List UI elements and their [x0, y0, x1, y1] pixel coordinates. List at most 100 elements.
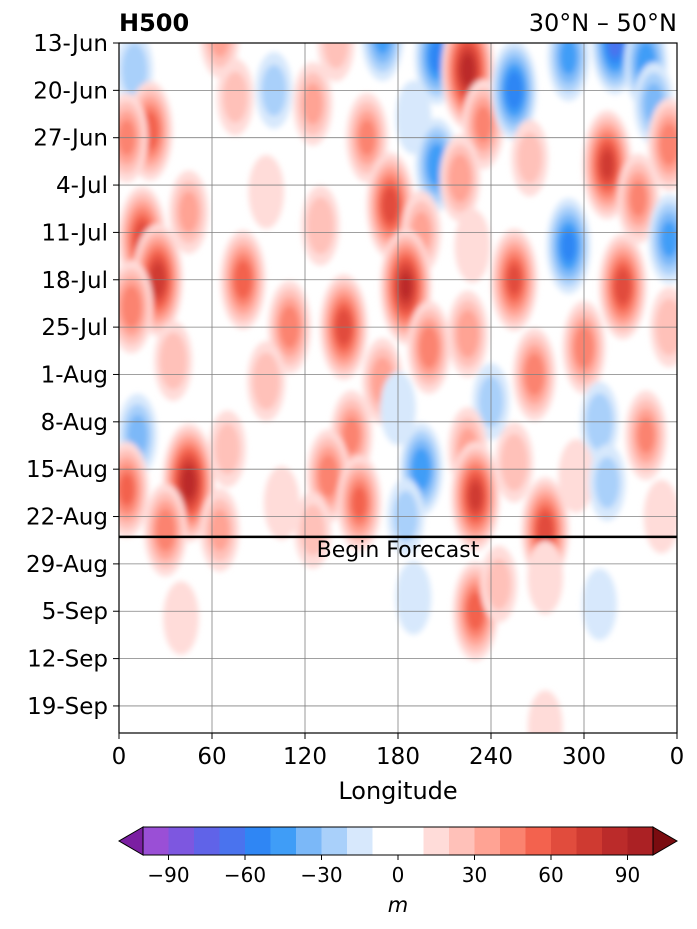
colorbar-extend-high: [652, 826, 678, 856]
anomaly-blob: [439, 135, 481, 222]
anomaly-blob: [169, 170, 209, 254]
anomaly-blob: [268, 280, 311, 374]
colorbar-segment: [602, 827, 629, 855]
anomaly-contour: [537, 512, 554, 548]
anomaly-contour: [395, 560, 432, 635]
x-tick-label: 60: [197, 744, 226, 770]
colorbar-segment: [627, 827, 654, 855]
colorbar-segment: [321, 827, 348, 855]
anomaly-contour: [560, 43, 577, 75]
colorbar-segment: [525, 827, 552, 855]
y-tick-label: 11-Jul: [41, 220, 108, 246]
colorbar-segment: [449, 827, 476, 855]
anomaly-contour: [456, 309, 479, 358]
y-tick-label: 18-Jul: [41, 268, 108, 294]
anomaly-contour: [558, 439, 595, 513]
anomaly-blob: [598, 233, 647, 340]
colorbar-segment: [168, 827, 195, 855]
anomaly-contour: [323, 43, 349, 69]
anomaly-contour: [601, 151, 614, 179]
anomaly-blob: [562, 301, 606, 394]
anomaly-contour: [419, 326, 439, 369]
anomaly-contour: [178, 191, 199, 233]
colorbar-segment: [500, 827, 527, 855]
y-tick-label: 25-Jul: [41, 315, 108, 341]
anomaly-contour: [561, 229, 576, 262]
anomaly-blob: [294, 491, 332, 569]
anomaly-contour: [594, 457, 620, 509]
anomaly-blob: [527, 540, 564, 615]
anomaly-contour: [155, 508, 176, 552]
anomaly-blob: [119, 441, 149, 538]
anomaly-blob: [454, 209, 491, 283]
colorbar-segment: [372, 827, 425, 855]
y-tick-label: 13-Jun: [33, 31, 108, 57]
colorbar-tick-label: 0: [392, 863, 405, 887]
anomaly-blob: [209, 410, 246, 488]
anomaly-blob: [527, 690, 563, 733]
anomaly-blob: [647, 98, 677, 191]
anomaly-contour: [263, 466, 300, 540]
anomaly-contour: [614, 268, 631, 305]
anomaly-contour: [500, 433, 528, 492]
anomaly-blob: [293, 62, 333, 146]
anomaly-contour: [637, 417, 655, 454]
anomaly-contour: [660, 221, 677, 258]
anomaly-contour: [517, 132, 543, 184]
anomaly-blob: [407, 301, 451, 394]
colorbar: −90 −60 −30 0 30 60 90: [118, 826, 678, 887]
anomaly-contour: [343, 417, 360, 454]
anomaly-contour: [163, 581, 199, 655]
anomaly-blob: [511, 119, 549, 197]
forecast-marker: Begin Forecast: [119, 535, 677, 563]
anomaly-contour: [302, 83, 323, 125]
colorbar-extend-low: [118, 826, 144, 856]
anomaly-contour: [300, 504, 326, 556]
colorbar-segment: [576, 827, 603, 855]
anomaly-contour: [318, 454, 338, 498]
anomaly-blob: [648, 194, 677, 284]
anomaly-contour: [460, 54, 475, 86]
x-axis: 0 60 120 180 240 300 0: [112, 733, 684, 770]
anomaly-blob: [247, 341, 286, 422]
anomaly-contour: [205, 43, 235, 68]
y-tick-label: 27-Jun: [33, 126, 108, 152]
anomaly-contour: [400, 273, 412, 300]
anomaly-blob: [346, 92, 388, 183]
anomaly-contour: [429, 43, 445, 73]
anomaly-contour: [121, 285, 142, 328]
colorbar-segment: [474, 827, 501, 855]
anomaly-contour: [121, 43, 148, 97]
colorbar-segment: [270, 827, 297, 855]
colorbar-segment: [219, 827, 246, 855]
anomaly-blob: [337, 455, 382, 551]
anomaly-blob: [200, 488, 240, 572]
anomaly-blob: [301, 185, 340, 266]
anomaly-contour: [181, 467, 196, 499]
y-tick-label: 8-Aug: [41, 410, 108, 436]
anomaly-contour: [252, 352, 280, 410]
anomaly-contour: [448, 154, 472, 203]
anomaly-contour: [119, 473, 135, 506]
y-axis: 13-Jun 20-Jun 27-Jun 4-Jul 11-Jul 18-Jul 25-Ju…: [26, 31, 119, 720]
anomaly-blob: [395, 560, 432, 635]
y-tick-label: 20-Jun: [33, 78, 108, 104]
plot-area: Begin Forecast: [118, 42, 678, 734]
anomaly-blob: [447, 290, 488, 378]
y-tick-label: 1-Aug: [41, 362, 108, 388]
y-tick-label: 22-Aug: [26, 505, 108, 531]
anomaly-contour: [659, 123, 677, 166]
y-tick-label: 19-Sep: [27, 694, 108, 720]
anomaly-contour: [486, 558, 512, 610]
colorbar-label: m: [388, 893, 408, 917]
anomaly-blob: [263, 466, 300, 540]
anomaly-contour: [582, 568, 617, 641]
anomaly-contour: [159, 332, 187, 390]
anomaly-blob: [547, 43, 590, 102]
anomaly-contour: [454, 209, 491, 283]
anomaly-blob: [495, 422, 534, 503]
anomaly-contour: [469, 482, 482, 510]
anomaly-contour: [608, 43, 622, 58]
colorbar-segment: [551, 827, 578, 855]
